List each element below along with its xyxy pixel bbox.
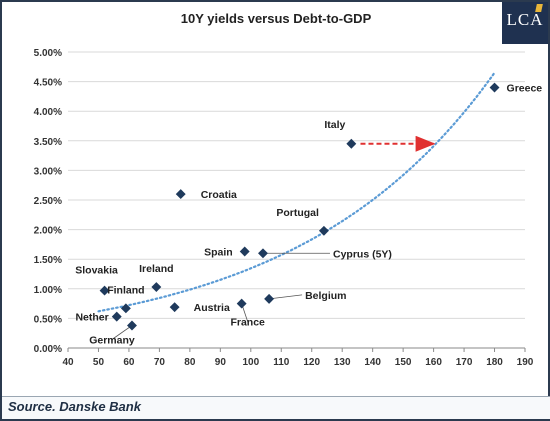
x-tick-label: 170 bbox=[456, 357, 473, 368]
y-tick-label: 0.00% bbox=[34, 344, 62, 355]
data-label: Germany bbox=[89, 335, 135, 347]
logo-text: LCA bbox=[506, 10, 544, 29]
x-tick-label: 80 bbox=[184, 357, 196, 368]
trendline bbox=[97, 71, 496, 313]
source-text: Source. Danske Bank bbox=[8, 399, 141, 414]
x-tick-label: 100 bbox=[242, 357, 259, 368]
data-label: Finland bbox=[107, 284, 144, 296]
data-label: Portugal bbox=[276, 207, 319, 219]
data-point bbox=[264, 293, 275, 304]
label-leader-line bbox=[269, 294, 303, 300]
y-tick-label: 4.50% bbox=[34, 78, 62, 89]
source-footer: Source. Danske Bank bbox=[2, 396, 550, 419]
data-point bbox=[175, 189, 186, 200]
x-tick-label: 120 bbox=[303, 357, 320, 368]
data-point bbox=[236, 298, 247, 309]
x-tick-label: 180 bbox=[486, 357, 503, 368]
data-point bbox=[258, 248, 268, 259]
data-label: Croatia bbox=[201, 189, 237, 201]
data-label: Spain bbox=[204, 247, 233, 259]
data-point bbox=[239, 246, 250, 257]
x-tick-label: 190 bbox=[517, 357, 534, 368]
data-label: Nether bbox=[75, 312, 108, 324]
data-label: Italy bbox=[324, 119, 345, 131]
x-tick-label: 60 bbox=[123, 357, 135, 368]
x-tick-label: 110 bbox=[273, 357, 290, 368]
x-tick-label: 150 bbox=[395, 357, 412, 368]
y-tick-label: 3.00% bbox=[34, 166, 62, 177]
data-point bbox=[151, 282, 162, 292]
data-point bbox=[346, 138, 357, 149]
y-tick-label: 3.50% bbox=[34, 137, 62, 148]
y-tick-label: 1.00% bbox=[34, 285, 62, 296]
x-tick-label: 90 bbox=[215, 357, 227, 368]
data-label: France bbox=[230, 317, 265, 329]
chart-title: 10Y yields versus Debt-to-GDP bbox=[180, 11, 372, 26]
data-point bbox=[127, 320, 137, 331]
data-label: Cyprus (5Y) bbox=[333, 248, 392, 260]
x-tick-label: 130 bbox=[334, 357, 351, 368]
y-tick-label: 1.50% bbox=[34, 255, 62, 266]
data-label: Belgium bbox=[305, 290, 346, 302]
data-point bbox=[489, 82, 500, 93]
x-tick-label: 40 bbox=[62, 357, 74, 368]
data-label: Slovakia bbox=[75, 265, 118, 277]
data-label: Austria bbox=[194, 302, 230, 314]
x-tick-label: 140 bbox=[364, 357, 381, 368]
scatter-plot: 0.00% 0.50% 1.00% 1.50% 2.00% 2.50% 3.00% 3.50%… bbox=[34, 48, 543, 368]
lca-logo: LCA bbox=[502, 2, 548, 44]
data-point bbox=[111, 311, 122, 322]
label-leader-line bbox=[111, 325, 133, 340]
y-tick-label: 0.50% bbox=[34, 314, 62, 325]
y-tick-label: 2.50% bbox=[34, 196, 62, 207]
data-point bbox=[169, 302, 180, 313]
y-tick-label: 2.00% bbox=[34, 226, 62, 237]
data-point bbox=[318, 225, 329, 236]
data-label: Greece bbox=[507, 83, 543, 95]
x-tick-label: 70 bbox=[154, 357, 166, 368]
y-tick-label: 4.00% bbox=[34, 107, 62, 118]
x-tick-label: 50 bbox=[93, 357, 105, 368]
y-tick-label: 5.00% bbox=[34, 48, 62, 59]
x-tick-label: 160 bbox=[425, 357, 442, 368]
data-label: Ireland bbox=[139, 263, 173, 275]
